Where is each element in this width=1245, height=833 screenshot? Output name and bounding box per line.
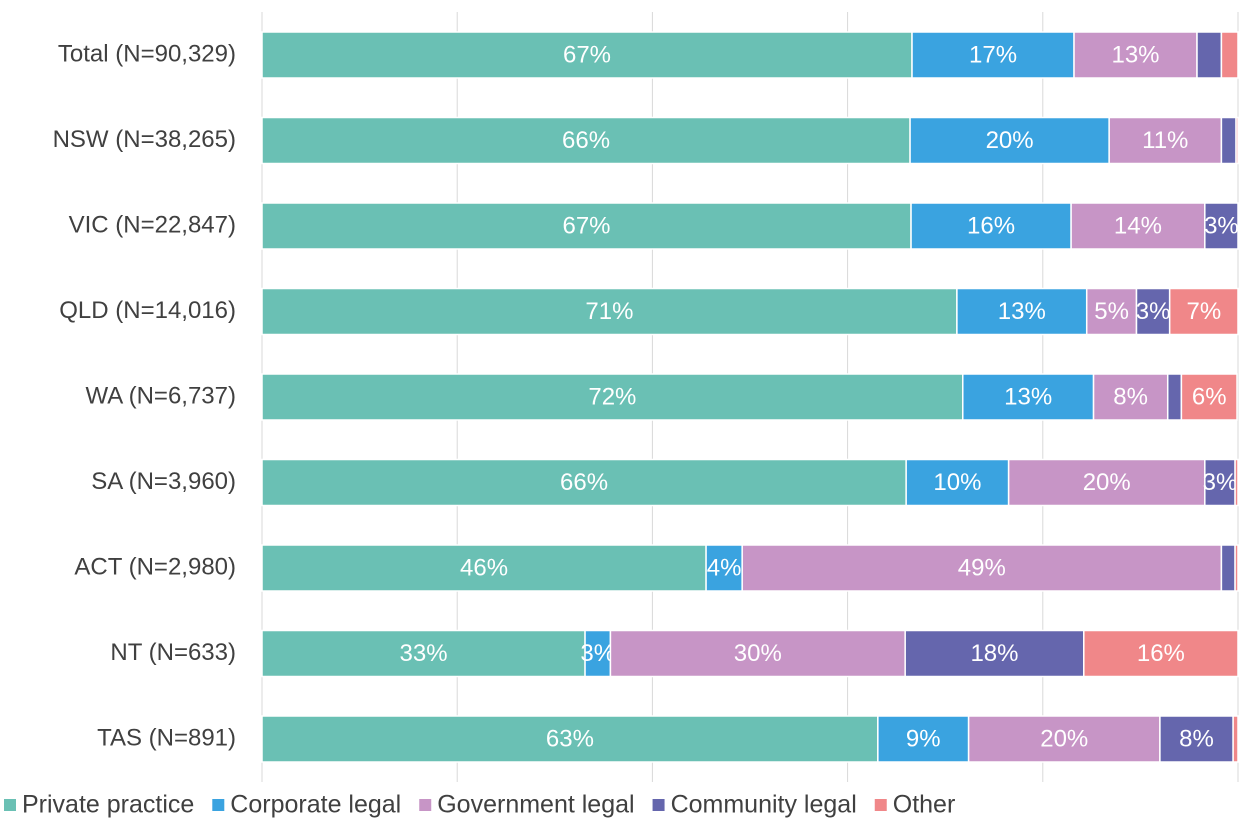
- data-label: 20%: [1040, 725, 1088, 752]
- data-label: 13%: [1111, 41, 1159, 68]
- bar-segment: [1234, 458, 1239, 507]
- bar-segment: [261, 715, 879, 763]
- bar-segment: [909, 116, 1110, 165]
- data-label: 66%: [560, 469, 608, 496]
- bar-segment: [1235, 116, 1239, 165]
- bar-segment: [1234, 544, 1239, 592]
- bar-segment: [1204, 202, 1239, 250]
- data-label: 20%: [986, 127, 1034, 154]
- bar-segment: [1232, 715, 1239, 763]
- data-label: 13%: [1004, 383, 1052, 410]
- bar-segment: [261, 202, 912, 250]
- legend-swatch: [4, 799, 16, 811]
- bar-segment: [1220, 544, 1236, 592]
- data-label: 14%: [1114, 212, 1162, 239]
- data-label: 72%: [588, 383, 636, 410]
- data-label: 11%: [1142, 127, 1188, 154]
- legend-label: Corporate legal: [230, 791, 401, 819]
- bar-segment: [261, 544, 707, 592]
- bar-segment: [1204, 458, 1236, 507]
- legend-label: Private practice: [22, 791, 194, 819]
- data-label: 16%: [967, 212, 1015, 239]
- bar-segment: [967, 715, 1161, 763]
- data-label: 46%: [460, 554, 508, 581]
- data-label: 6%: [1192, 383, 1227, 410]
- data-label: 30%: [734, 640, 782, 667]
- bar-segment: [1180, 373, 1238, 421]
- data-label: 8%: [1113, 383, 1148, 410]
- data-label: 49%: [958, 554, 1006, 581]
- data-label: 33%: [400, 640, 448, 667]
- data-label: 5%: [1094, 298, 1129, 325]
- category-label: QLD (N=14,016): [59, 297, 236, 324]
- bar-segment: [1085, 287, 1138, 336]
- bar-segment: [261, 287, 958, 336]
- legend-swatch: [874, 799, 887, 811]
- bar-segment: [261, 31, 913, 79]
- bar-segment: [1070, 202, 1206, 250]
- bar-segment: [1108, 116, 1223, 165]
- bar-segment: [741, 544, 1223, 592]
- category-label: SA (N=3,960): [91, 468, 236, 495]
- data-label: 4%: [707, 554, 742, 581]
- data-label: 7%: [1186, 298, 1221, 325]
- category-label: VIC (N=22,847): [69, 211, 236, 238]
- data-label: 3%: [580, 640, 615, 667]
- bar-segment: [956, 287, 1088, 336]
- legend-label: Government legal: [437, 791, 634, 819]
- bar-segment: [1220, 116, 1237, 165]
- bar-segment: [1220, 31, 1239, 79]
- legend-swatch: [652, 799, 665, 811]
- bar-segment: [910, 202, 1072, 250]
- data-label: 13%: [998, 298, 1046, 325]
- bar-segment: [1135, 287, 1171, 336]
- bar-segment: [1083, 629, 1239, 678]
- category-label: ACT (N=2,980): [74, 553, 236, 580]
- data-label: 9%: [906, 725, 941, 752]
- data-label: 20%: [1083, 469, 1131, 496]
- data-label: 10%: [933, 469, 981, 496]
- bar-segment: [877, 715, 970, 763]
- data-label: 16%: [1137, 640, 1185, 667]
- data-label: 17%: [969, 41, 1017, 68]
- data-label: 3%: [1203, 469, 1238, 496]
- data-label: 71%: [585, 298, 633, 325]
- data-label: 67%: [563, 41, 611, 68]
- category-label: NSW (N=38,265): [53, 126, 236, 153]
- bar-segment: [962, 373, 1095, 421]
- data-label: 67%: [562, 212, 610, 239]
- legend-swatch: [212, 799, 225, 811]
- bar-segment: [905, 458, 1010, 507]
- data-label: 66%: [562, 127, 610, 154]
- category-label: Total (N=90,329): [58, 40, 236, 67]
- data-label: 3%: [1136, 298, 1171, 325]
- bar-segment: [1166, 373, 1183, 421]
- bar-segment: [1092, 373, 1169, 421]
- category-label: TAS (N=891): [97, 724, 236, 751]
- bar-segment: [1168, 287, 1239, 336]
- data-label: 3%: [1204, 212, 1239, 239]
- bar-segment: [584, 629, 612, 678]
- data-label: 63%: [546, 725, 594, 752]
- data-label: 8%: [1179, 725, 1214, 752]
- bar-segment: [1196, 31, 1223, 79]
- data-label: 18%: [970, 640, 1018, 667]
- category-label: NT (N=633): [110, 639, 236, 666]
- legend-label: Other: [893, 791, 956, 819]
- bar-segment: [261, 116, 911, 165]
- legend-label: Community legal: [671, 791, 857, 819]
- legend-swatch: [419, 799, 432, 811]
- category-label: WA (N=6,737): [85, 382, 236, 409]
- bar-segment: [904, 629, 1085, 678]
- bar-segment: [261, 629, 586, 678]
